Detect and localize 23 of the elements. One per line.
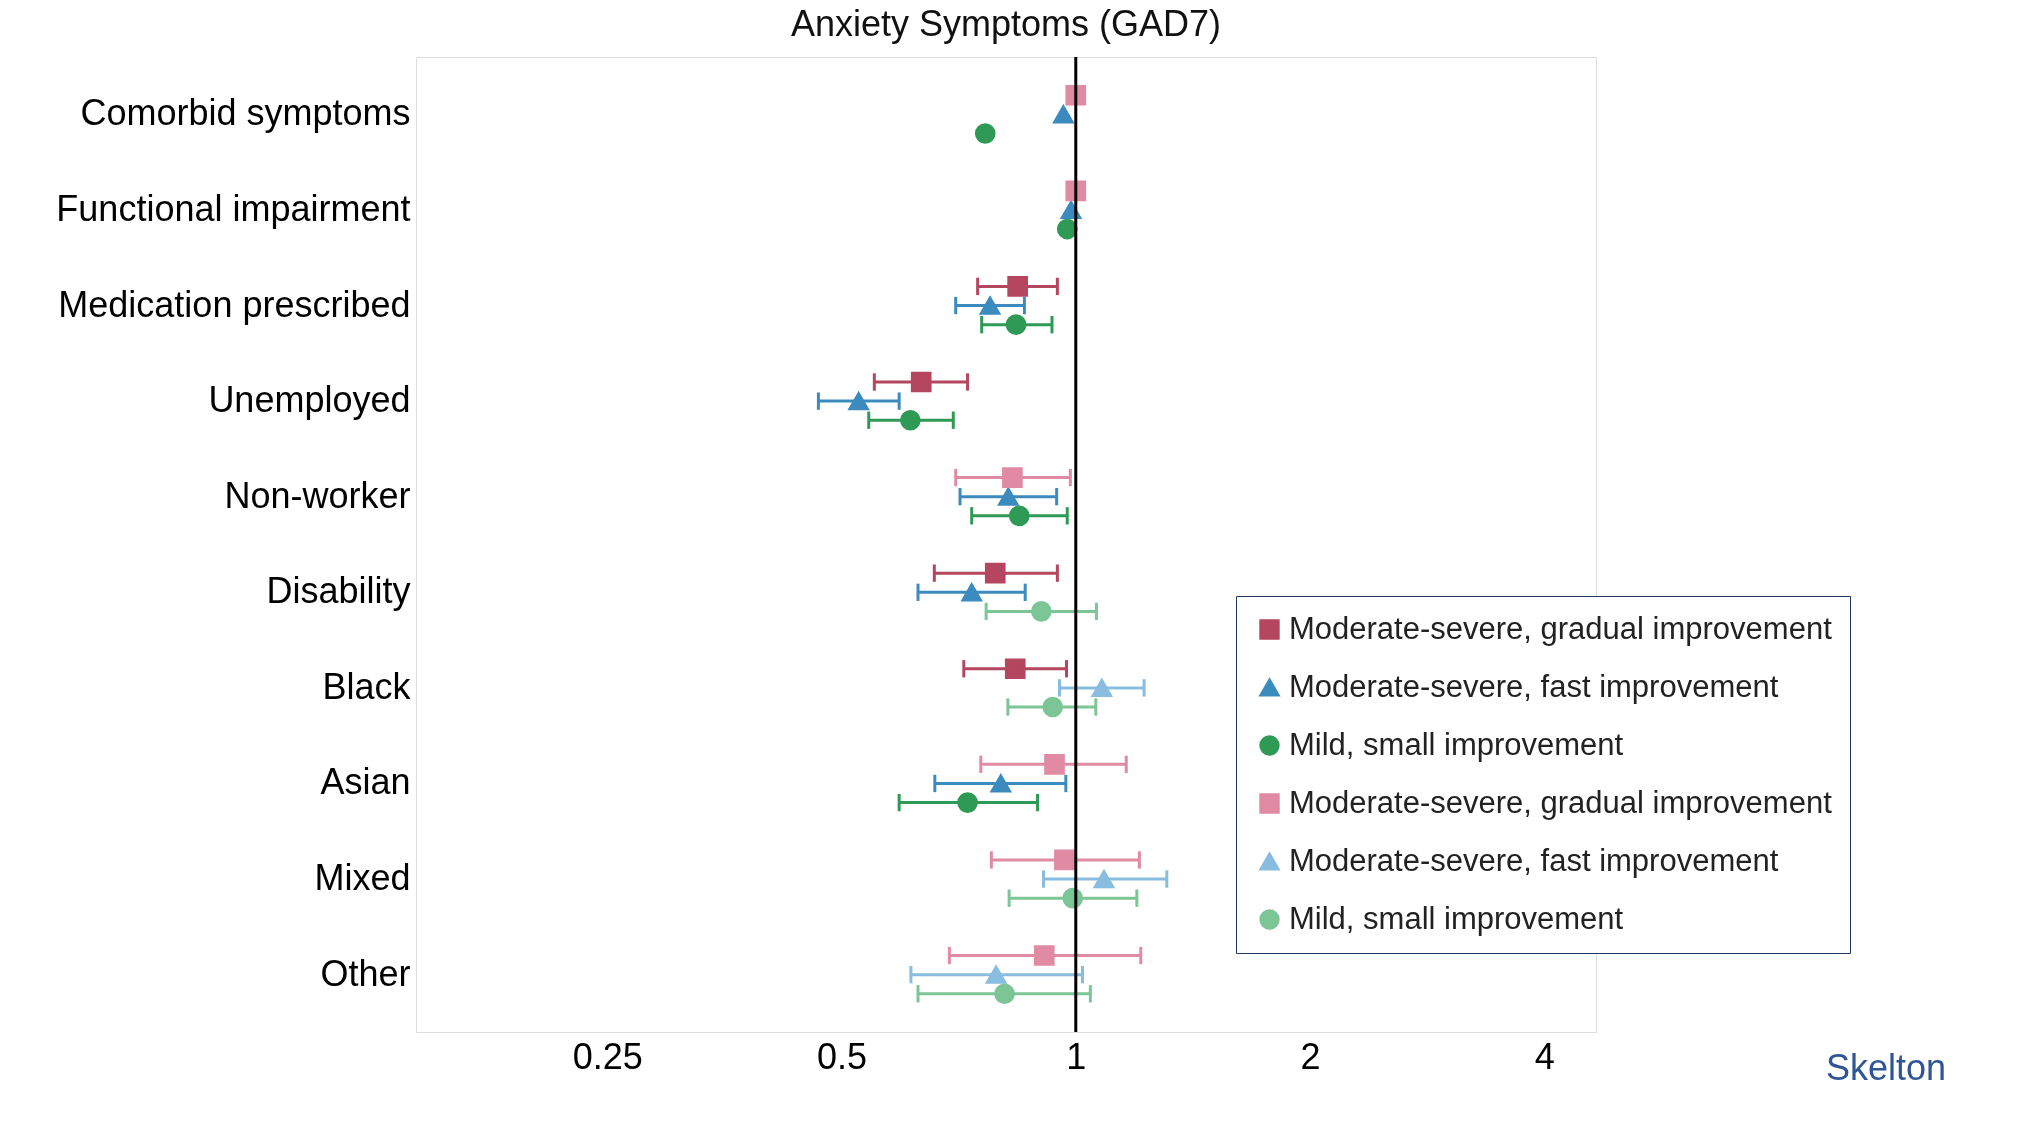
legend-label: Mild, small improvement (1289, 900, 1624, 936)
y-tick-label: Disability (266, 570, 411, 612)
y-tick-label: Asian (320, 761, 411, 803)
chart-title: Anxiety Symptoms (GAD7) (790, 2, 1222, 44)
x-tick-label: 0.25 (572, 1035, 643, 1077)
legend-label: Moderate-severe, gradual improvement (1289, 784, 1833, 820)
x-tick-label: 2 (1300, 1035, 1321, 1077)
y-tick-label: Functional impairment (56, 187, 411, 229)
y-tick-label: Black (322, 665, 412, 707)
y-tick-label: Comorbid symptoms (80, 92, 411, 134)
legend-label: Moderate-severe, fast improvement (1289, 668, 1779, 704)
legend-label: Moderate-severe, fast improvement (1289, 842, 1779, 878)
legend-label: Mild, small improvement (1289, 726, 1624, 762)
y-tick-label: Other (320, 952, 411, 994)
y-tick-label: Medication prescribed (58, 283, 411, 325)
legend-label: Moderate-severe, gradual improvement (1289, 610, 1833, 646)
y-tick-label: Mixed (314, 857, 411, 899)
x-tick-label: 1 (1066, 1035, 1087, 1077)
x-tick-label: 0.5 (816, 1035, 868, 1077)
y-tick-label: Unemployed (208, 379, 411, 421)
text: Skelton (1826, 1047, 1947, 1088)
y-tick-label: Non-worker (224, 474, 411, 516)
x-tick-label: 4 (1534, 1035, 1555, 1077)
